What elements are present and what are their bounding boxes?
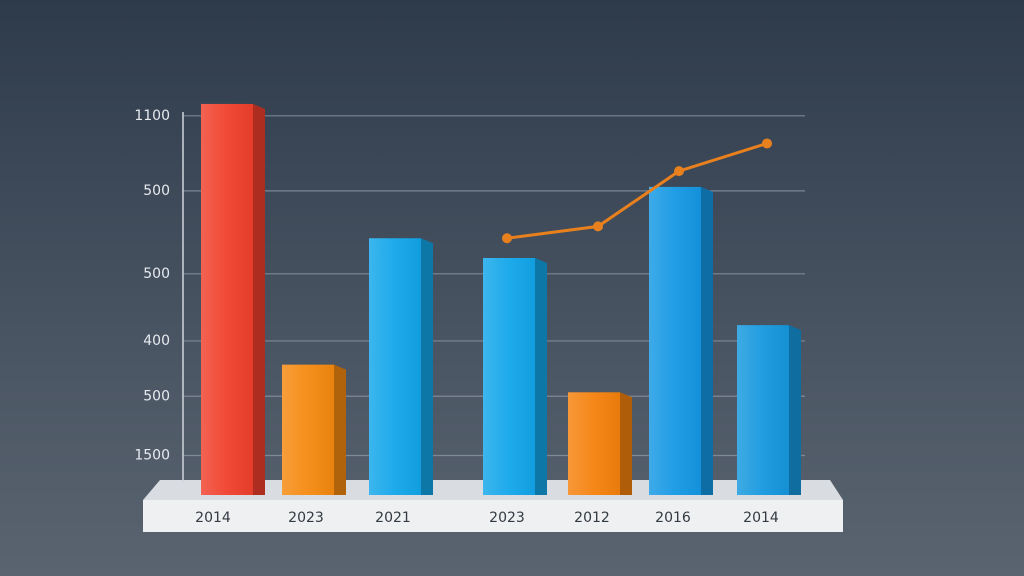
x-tick-label: 2012 <box>574 510 610 526</box>
x-tick-label: 2023 <box>489 510 525 526</box>
y-tick-label: 500 <box>143 388 170 404</box>
bar-shine <box>201 103 253 495</box>
bar-shine <box>737 325 789 495</box>
y-tick-label: 400 <box>143 333 170 349</box>
bar-side <box>789 325 801 495</box>
bar-side <box>421 238 433 495</box>
line <box>506 142 768 240</box>
line-point <box>674 166 684 177</box>
x-tick-label: 2023 <box>288 510 324 526</box>
y-tick-label: 500 <box>143 183 170 199</box>
x-tick-label: 2021 <box>375 510 411 526</box>
bar-shine <box>483 258 535 495</box>
bar-shine <box>568 392 620 495</box>
y-tick-label: 500 <box>143 266 170 282</box>
bar-shine <box>649 186 701 495</box>
x-tick-label: 2016 <box>655 510 691 526</box>
line-point <box>593 221 603 232</box>
y-tick-label: 1100 <box>134 108 170 124</box>
bar-side <box>334 364 346 495</box>
x-tick-label: 2014 <box>195 510 231 526</box>
line-point <box>502 233 512 244</box>
bar-side <box>253 103 265 495</box>
line-point <box>762 138 772 149</box>
y-tick-label: 1500 <box>134 448 170 464</box>
x-tick-label: 2014 <box>743 510 779 526</box>
bar-side <box>701 186 713 495</box>
bar-shine <box>369 238 421 495</box>
bar-side <box>620 392 632 495</box>
bar-side <box>535 258 547 495</box>
platform-front <box>143 500 843 532</box>
bar-shine <box>282 364 334 495</box>
